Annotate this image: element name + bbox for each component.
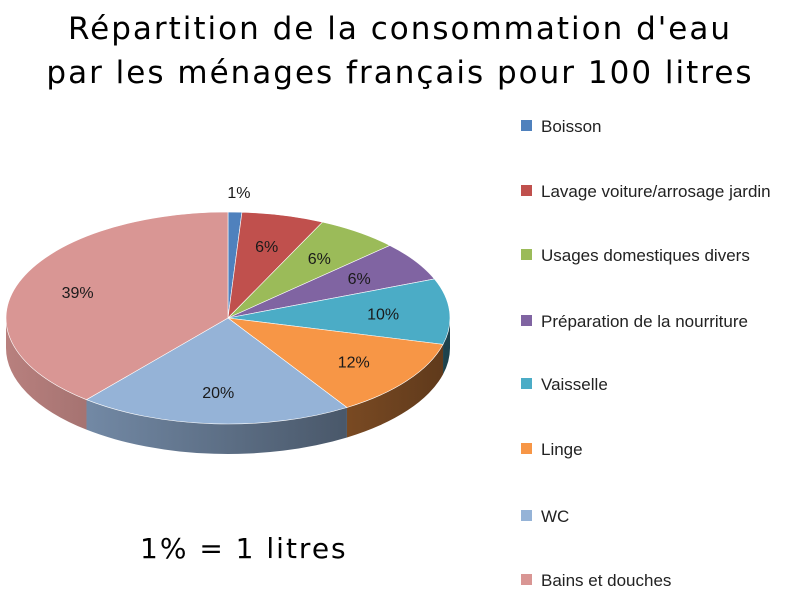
data-label-pr-paration-de-la-nourriture: 6% — [348, 271, 371, 288]
legend-swatch — [521, 315, 532, 326]
legend-swatch — [521, 510, 532, 521]
unit-note: 1% = 1 litres — [140, 532, 348, 565]
legend-label: Préparation de la nourriture — [541, 312, 748, 331]
data-label-bains-et-douches: 39% — [62, 285, 94, 302]
pie-slice-linge — [226, 317, 444, 408]
legend-swatch — [521, 249, 532, 260]
legend-swatch — [521, 443, 532, 454]
data-label-wc: 20% — [202, 385, 234, 402]
data-label-boisson: 1% — [227, 185, 250, 202]
legend-swatch — [521, 185, 532, 196]
data-label-linge: 12% — [338, 355, 370, 372]
legend-label: Boisson — [541, 117, 602, 136]
pie-slice-vaisselle — [227, 278, 451, 345]
legend-label: Linge — [541, 440, 583, 459]
chart-title-line-2: par les ménages français pour 100 litres — [46, 55, 754, 91]
pie-slice-bains-et-douches — [5, 211, 229, 401]
legend-swatch — [521, 378, 532, 389]
pie-side-wc — [86, 399, 347, 454]
legend-label: Lavage voiture/arrosage jardin — [541, 182, 771, 201]
data-label-usages-domestiques-divers: 6% — [308, 251, 331, 268]
data-label-lavage-voiture-arrosage-jardin: 6% — [255, 239, 278, 256]
pie-side-bains-et-douches — [6, 318, 87, 430]
legend-label: Bains et douches — [541, 571, 672, 590]
data-label-vaisselle: 10% — [367, 306, 399, 323]
chart-title-line-1: Répartition de la consommation d'eau — [67, 11, 733, 47]
legend-swatch — [521, 120, 532, 131]
legend-label: Usages domestiques divers — [541, 246, 750, 265]
pie-side-linge — [346, 344, 444, 438]
legend-label: WC — [541, 507, 570, 526]
legend-swatch — [521, 574, 532, 585]
pie-slice-wc — [85, 317, 348, 425]
legend-label: Vaisselle — [541, 375, 608, 394]
